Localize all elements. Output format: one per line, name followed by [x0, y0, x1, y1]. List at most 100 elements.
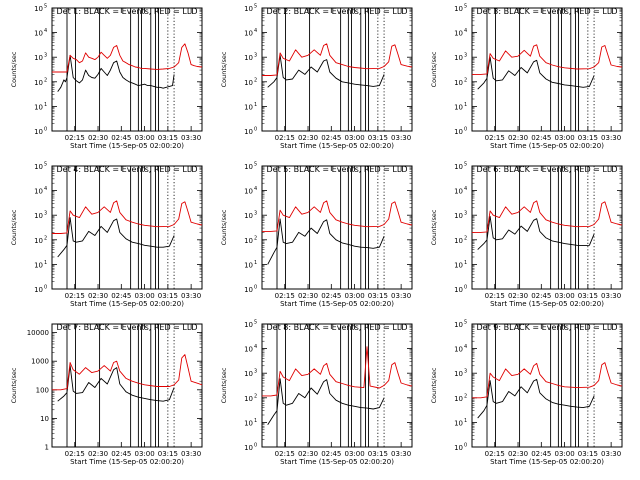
y-tick-exponent: 4 [464, 344, 467, 350]
series-events [477, 56, 595, 90]
y-axis-label: Counts/sec [220, 209, 228, 245]
y-tick-exponent: 0 [254, 127, 257, 133]
x-tick-label: 03:00 [134, 292, 154, 300]
x-tick-label: 02:30 [508, 292, 528, 300]
panel-det-7: Det 7: BLACK = Events, RED = LLD Counts/s… [10, 323, 203, 466]
y-tick-label: 1 [45, 444, 49, 452]
y-tick-exponent: 1 [44, 260, 47, 266]
y-axis-label: Counts/sec [430, 209, 438, 245]
x-tick-label: 03:00 [554, 292, 574, 300]
y-tick-label: 10 [244, 163, 253, 171]
x-tick-label: 03:30 [181, 134, 201, 142]
y-tick-exponent: 2 [464, 77, 467, 83]
x-tick-label: 02:30 [88, 292, 108, 300]
y-tick-label: 10 [34, 261, 43, 269]
y-tick-label: 10 [34, 30, 43, 38]
x-axis-label: Start Time (15-Sep-05 02:00:20) [280, 458, 394, 466]
y-tick-exponent: 5 [44, 4, 47, 10]
x-tick-label: 03:30 [601, 450, 621, 458]
y-tick-label: 10 [454, 419, 463, 427]
y-tick-label: 10 [244, 346, 253, 354]
plot-frame [471, 7, 623, 132]
y-tick-label: 10 [454, 286, 463, 294]
y-tick-label: 10 [244, 370, 253, 378]
y-tick-label: 10 [244, 286, 253, 294]
y-tick-exponent: 0 [44, 285, 47, 291]
y-tick-label: 10 [454, 128, 463, 136]
y-tick-exponent: 2 [464, 235, 467, 241]
y-tick-exponent: 2 [254, 235, 257, 241]
y-tick-exponent: 1 [44, 102, 47, 108]
x-axis-label: Start Time (15-Sep-05 02:00:20) [70, 300, 184, 308]
x-tick-label: 02:15 [485, 292, 505, 300]
panel-det-3: Det 3: BLACK = Events, RED = LLD Counts/s… [430, 4, 623, 150]
y-tick-label: 10 [244, 444, 253, 452]
x-tick-label: 03:15 [158, 450, 178, 458]
y-axis-label: Counts/sec [220, 367, 228, 403]
y-tick-exponent: 0 [44, 127, 47, 133]
y-tick-label: 10 [244, 5, 253, 13]
y-tick-label: 10 [244, 103, 253, 111]
y-tick-exponent: 5 [464, 4, 467, 10]
y-tick-exponent: 5 [254, 4, 257, 10]
y-tick-exponent: 0 [464, 443, 467, 449]
panel-title: Det 1: BLACK = Events, RED = LLD [57, 7, 198, 16]
series-lld [262, 200, 413, 232]
y-tick-exponent: 3 [254, 53, 257, 59]
x-tick-label: 03:30 [391, 450, 411, 458]
y-tick-label: 10 [454, 103, 463, 111]
y-tick-label: 10 [34, 5, 43, 13]
series-lld [52, 43, 203, 73]
y-tick-label: 10 [34, 103, 43, 111]
x-tick-label: 03:00 [554, 134, 574, 142]
series-lld [52, 354, 203, 391]
y-tick-exponent: 3 [44, 211, 47, 217]
x-tick-label: 03:30 [181, 292, 201, 300]
x-axis-label: Start Time (15-Sep-05 02:00:20) [490, 300, 604, 308]
series-lld [52, 200, 203, 234]
plot-frame [51, 7, 203, 132]
x-axis-label: Start Time (15-Sep-05 02:00:20) [280, 300, 394, 308]
y-tick-exponent: 5 [254, 320, 257, 326]
x-axis-label: Start Time (15-Sep-05 02:00:20) [490, 458, 604, 466]
x-tick-label: 02:45 [111, 292, 131, 300]
panel-det-2: Det 2: BLACK = Events, RED = LLD Counts/s… [220, 4, 413, 150]
y-tick-exponent: 1 [464, 102, 467, 108]
x-tick-label: 02:30 [88, 134, 108, 142]
y-tick-exponent: 2 [44, 77, 47, 83]
x-tick-label: 02:15 [485, 450, 505, 458]
x-axis-label: Start Time (15-Sep-05 02:00:20) [280, 142, 394, 150]
x-tick-label: 02:45 [111, 450, 131, 458]
x-tick-label: 02:45 [531, 292, 551, 300]
plot-frame [51, 323, 203, 448]
series-lld [472, 200, 623, 233]
y-tick-label: 10000 [27, 329, 49, 337]
x-tick-label: 03:00 [344, 292, 364, 300]
series-events [267, 218, 385, 265]
y-tick-label: 10 [34, 79, 43, 87]
x-tick-label: 03:00 [554, 450, 574, 458]
y-tick-label: 10 [454, 444, 463, 452]
y-tick-label: 10 [244, 54, 253, 62]
y-tick-label: 10 [454, 188, 463, 196]
y-tick-label: 10 [244, 79, 253, 87]
x-tick-label: 03:15 [158, 134, 178, 142]
x-tick-label: 03:15 [578, 450, 598, 458]
panel-title: Det 6: BLACK = Events, RED = LLD [477, 165, 618, 174]
series-events [477, 215, 595, 250]
y-tick-label: 10 [454, 395, 463, 403]
y-tick-exponent: 0 [464, 127, 467, 133]
y-tick-label: 10 [244, 261, 253, 269]
panel-det-1: Det 1: BLACK = Events, RED = LLD Counts/s… [10, 4, 203, 150]
y-axis-label: Counts/sec [430, 367, 438, 403]
y-axis-label: Counts/sec [10, 367, 18, 403]
y-axis-label: Counts/sec [220, 51, 228, 87]
y-tick-label: 10 [454, 237, 463, 245]
y-tick-exponent: 4 [44, 28, 47, 34]
x-tick-label: 02:45 [531, 450, 551, 458]
series-lld [472, 362, 623, 399]
plot-frame [261, 7, 413, 132]
y-tick-exponent: 2 [464, 393, 467, 399]
x-tick-label: 02:45 [321, 292, 341, 300]
y-tick-exponent: 5 [464, 320, 467, 326]
